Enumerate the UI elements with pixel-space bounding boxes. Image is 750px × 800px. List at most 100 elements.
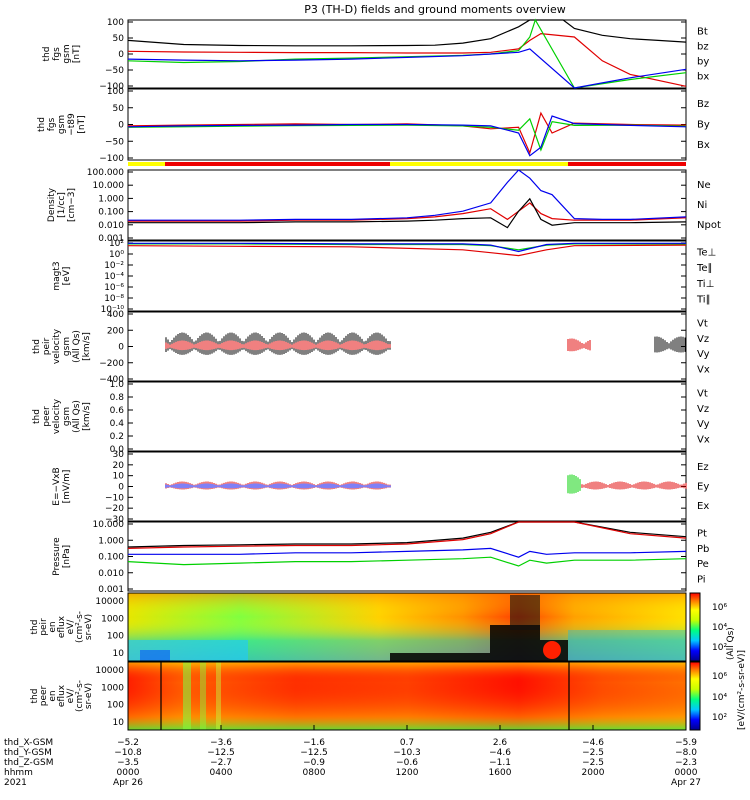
ytick-label: 200 bbox=[107, 326, 124, 336]
series-Ti⊥ bbox=[128, 242, 686, 253]
ylabel-line: [km/s] bbox=[82, 332, 92, 361]
ytick-label: 10⁻² bbox=[104, 261, 124, 271]
xaxis-value: −10.8 bbox=[114, 748, 142, 758]
series-Bz bbox=[127, 111, 687, 155]
spec-ytick-label: 10000 bbox=[95, 597, 124, 607]
spectrogram-peer bbox=[127, 661, 687, 731]
ylabel-line: fgs bbox=[47, 117, 57, 131]
xaxis-row-label: thd_Y-GSM bbox=[4, 748, 52, 758]
state-bar-yellow-2 bbox=[390, 162, 568, 166]
spec-ytick-label: 10 bbox=[113, 718, 125, 728]
xaxis-value: 0.7 bbox=[400, 738, 414, 748]
panel-pressure: 10.000 1.000 0.100 0.010 0.001 Pressure [nPa] P… bbox=[52, 520, 709, 595]
series-Ti∥ bbox=[128, 243, 686, 251]
efield-noise-blue bbox=[165, 483, 391, 489]
series-Pt bbox=[127, 521, 687, 548]
ytick-label: 50 bbox=[113, 104, 125, 114]
legend-Bx: Bx bbox=[697, 140, 710, 151]
vel-noise-red bbox=[165, 340, 391, 351]
ylabel-line: peer bbox=[42, 406, 52, 427]
legend-bz: bz bbox=[697, 41, 709, 52]
ylabel-line: [nT] bbox=[72, 45, 82, 63]
legend-Vt: Vt bbox=[697, 389, 708, 400]
cbar-peer-tick-1: 10⁶ bbox=[712, 672, 727, 682]
xaxis-row-label: thd_Z-GSM bbox=[4, 758, 53, 768]
spec-ylabel-line: peir bbox=[39, 618, 49, 636]
series-Ne bbox=[128, 202, 687, 222]
ytick-label: 0.001 bbox=[98, 585, 124, 595]
ylabel-line: magt3 bbox=[52, 261, 62, 290]
ytick-label: 0.4 bbox=[110, 419, 125, 429]
ytick-label: 100.000 bbox=[87, 168, 124, 178]
ytick-label: 10⁻⁴ bbox=[104, 272, 124, 282]
xaxis-value: −0.6 bbox=[396, 758, 418, 768]
legend-Bz: Bz bbox=[697, 99, 709, 110]
state-bar-red-2 bbox=[568, 162, 686, 166]
ylabel-line: [mV/m] bbox=[62, 470, 72, 504]
ytick-label: 10⁻⁸ bbox=[104, 294, 124, 304]
ytick-label: 0.8 bbox=[110, 393, 125, 403]
ylabel-line: [km/s] bbox=[82, 402, 92, 431]
spec-ylabel-line: eV/ bbox=[66, 688, 76, 704]
spec-ytick-label: 10 bbox=[113, 649, 125, 659]
ytick-label: 30 bbox=[113, 450, 125, 460]
ylabel-line: gsm bbox=[62, 44, 72, 63]
efield-noise-green bbox=[567, 474, 581, 494]
spec-ylabel-line: eflux bbox=[57, 615, 67, 638]
spec-ylabel-line: peer bbox=[39, 685, 49, 706]
spec-ylabel-line: (cm²-s- bbox=[75, 680, 85, 712]
legend-Pt: Pt bbox=[697, 529, 707, 540]
legend-Pi: Pi bbox=[697, 575, 706, 586]
ylabel-line: peir bbox=[42, 337, 52, 355]
ytick-label: 20 bbox=[113, 461, 125, 471]
ytick-label: 50 bbox=[113, 34, 125, 44]
series-bx bbox=[127, 48, 687, 89]
spec-peer-green-band-3 bbox=[216, 662, 221, 730]
cbar-peir-tick-3: 10² bbox=[712, 643, 727, 653]
state-bar-yellow-1 bbox=[128, 162, 165, 166]
ytick-label: 10 bbox=[113, 472, 125, 482]
xaxis-value: −1.1 bbox=[489, 758, 511, 768]
ytick-label: 0.100 bbox=[98, 553, 124, 563]
series-Pi bbox=[128, 547, 687, 558]
ytick-label: 0 bbox=[118, 121, 124, 131]
xaxis-value: 1200 bbox=[396, 768, 419, 778]
spec-ylabel-line: thd bbox=[30, 689, 40, 704]
xaxis-value: −0.9 bbox=[303, 758, 325, 768]
panel-frame-peer-velocity bbox=[127, 381, 687, 452]
ytick-label: 1.000 bbox=[98, 194, 124, 204]
series-Pb bbox=[127, 521, 687, 549]
ylabel-line: velocity bbox=[52, 328, 62, 364]
series-Bx bbox=[127, 115, 687, 157]
ylabel-line: −t89 bbox=[67, 113, 77, 136]
ylabel-line: [nPa] bbox=[62, 545, 72, 568]
ytick-label: 0.0 bbox=[110, 445, 125, 455]
panel-frame-density bbox=[127, 169, 687, 241]
cbar-peer-tick-2: 10⁴ bbox=[712, 693, 727, 703]
colorbar-peir bbox=[689, 592, 701, 662]
xaxis-value: −5.9 bbox=[675, 738, 697, 748]
ytick-label: 0.010 bbox=[98, 569, 124, 579]
legend-Ey: Ey bbox=[697, 482, 709, 493]
ytick-label: 1.0 bbox=[110, 380, 125, 390]
ytick-label: 0.100 bbox=[98, 208, 124, 218]
legend-Vx: Vx bbox=[697, 365, 710, 376]
series-Ni bbox=[128, 197, 687, 229]
spec-ylabel-line: sr-eV) bbox=[84, 614, 94, 640]
legend-Vt: Vt bbox=[697, 319, 708, 330]
efield-noise-red-2 bbox=[567, 481, 687, 490]
xaxis-row-label: hhmm bbox=[4, 768, 33, 778]
xaxis-value: −3.6 bbox=[210, 738, 232, 748]
ylabel-line: thd bbox=[37, 117, 47, 132]
ytick-label: 0 bbox=[118, 483, 124, 493]
ylabel-line: thd bbox=[32, 339, 42, 354]
ylabel-line: [cm−3] bbox=[67, 188, 77, 222]
spec-peer-gap-1 bbox=[160, 662, 162, 730]
vel-noise-black-2 bbox=[654, 336, 686, 353]
legend-Vx: Vx bbox=[697, 435, 710, 446]
spec-ytick-label: 100 bbox=[107, 701, 124, 711]
ytick-label: 0.001 bbox=[98, 234, 124, 244]
spec-peer-shade bbox=[128, 662, 686, 730]
